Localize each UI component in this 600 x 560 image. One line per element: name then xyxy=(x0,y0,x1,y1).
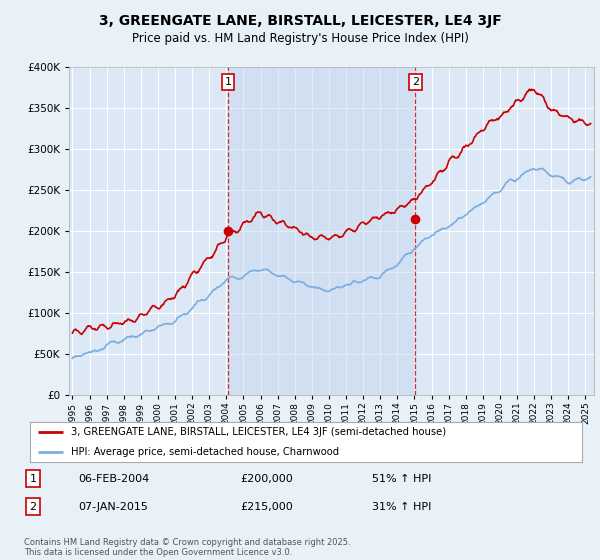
Text: 2: 2 xyxy=(29,502,37,512)
Text: £215,000: £215,000 xyxy=(240,502,293,512)
Bar xyxy=(228,67,415,395)
Text: 07-JAN-2015: 07-JAN-2015 xyxy=(78,502,148,512)
Text: 51% ↑ HPI: 51% ↑ HPI xyxy=(372,474,431,484)
Text: Contains HM Land Registry data © Crown copyright and database right 2025.
This d: Contains HM Land Registry data © Crown c… xyxy=(24,538,350,557)
Text: 1: 1 xyxy=(29,474,37,484)
Text: HPI: Average price, semi-detached house, Charnwood: HPI: Average price, semi-detached house,… xyxy=(71,447,340,457)
Text: Price paid vs. HM Land Registry's House Price Index (HPI): Price paid vs. HM Land Registry's House … xyxy=(131,32,469,45)
Text: 3, GREENGATE LANE, BIRSTALL, LEICESTER, LE4 3JF (semi-detached house): 3, GREENGATE LANE, BIRSTALL, LEICESTER, … xyxy=(71,427,446,437)
Text: £200,000: £200,000 xyxy=(240,474,293,484)
Text: 2: 2 xyxy=(412,77,419,87)
Text: 3, GREENGATE LANE, BIRSTALL, LEICESTER, LE4 3JF: 3, GREENGATE LANE, BIRSTALL, LEICESTER, … xyxy=(98,14,502,28)
Text: 31% ↑ HPI: 31% ↑ HPI xyxy=(372,502,431,512)
Text: 06-FEB-2004: 06-FEB-2004 xyxy=(78,474,149,484)
Text: 1: 1 xyxy=(224,77,232,87)
